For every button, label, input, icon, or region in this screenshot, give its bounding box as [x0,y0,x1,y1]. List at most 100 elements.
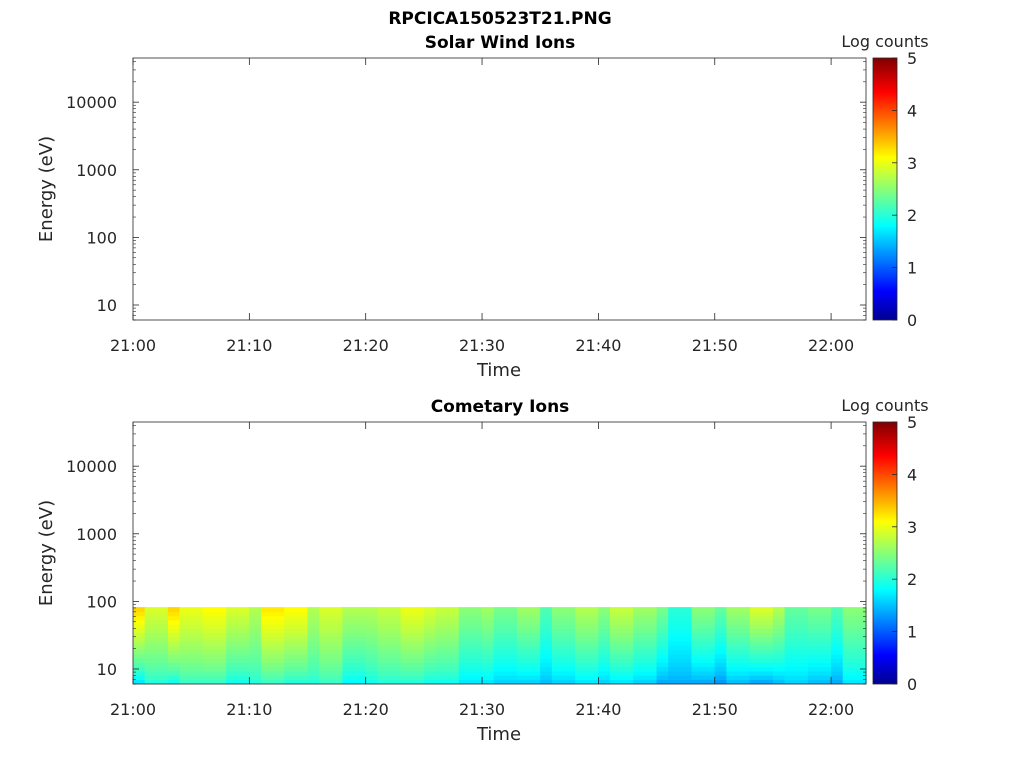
heatmap-cell [202,666,227,672]
heatmap-cell [365,679,378,685]
y-tick-label: 10 [97,296,117,315]
heatmap-cell [551,654,576,659]
heatmap-cell [540,624,553,629]
colorbar-tick-label: 4 [907,465,917,484]
heatmap-cell [784,649,809,655]
heatmap-cell [516,662,541,668]
heatmap-cell [610,619,634,625]
heatmap-cell [784,619,809,625]
heatmap-cell [319,607,344,612]
heatmap-cell [668,611,693,617]
heatmap-cell [633,679,658,685]
heatmap-cell [784,662,809,668]
heatmap-cell [540,636,553,642]
heatmap-cell [260,641,285,646]
heatmap-cell [400,632,425,638]
heatmap-cell [540,666,553,672]
heatmap-cell [726,615,751,621]
heatmap-cell [575,636,599,642]
heatmap-cell [423,645,437,651]
heatmap-cell [179,645,204,651]
heatmap-cell [807,662,832,668]
heatmap-cell [575,654,599,659]
heatmap-cell [749,607,774,612]
heatmap-cell [714,671,727,676]
heatmap-cell [598,611,611,617]
heatmap-cell [400,679,425,685]
solar-wind-x-axis-label: Time [476,360,521,381]
heatmap-cell [714,658,727,663]
heatmap-cell [167,632,181,638]
heatmap-cell [435,666,460,672]
heatmap-cell [516,675,541,680]
heatmap-cell [516,632,541,638]
heatmap-cell [656,679,669,685]
heatmap-cell [179,632,204,638]
heatmap-cell [540,619,553,625]
heatmap-cell [493,649,518,655]
heatmap-cell [691,607,716,612]
heatmap-cell [260,658,285,663]
heatmap-cell [226,636,250,642]
heatmap-cell [598,641,611,646]
heatmap-cell [691,615,716,621]
heatmap-cell [133,619,146,625]
heatmap-cell [831,666,844,672]
heatmap-cell [691,662,716,668]
heatmap-cell [179,636,204,642]
heatmap-cell [691,666,716,672]
heatmap-cell [435,641,460,646]
heatmap-cell [423,641,437,646]
heatmap-cell [610,666,634,672]
heatmap-cell [551,666,576,672]
heatmap-cell [342,632,367,638]
heatmap-cell [365,632,378,638]
heatmap-cell [668,607,693,612]
heatmap-cell [167,662,181,668]
heatmap-cell [226,658,250,663]
heatmap-cell [714,679,727,685]
heatmap-cell [342,666,367,672]
heatmap-cell [691,628,716,634]
heatmap-cell [249,645,262,651]
heatmap-cell [540,628,553,634]
heatmap-cell [365,666,378,672]
heatmap-cell [726,624,751,629]
heatmap-cell [656,624,669,629]
heatmap-cell [726,611,751,617]
heatmap-cell [656,662,669,668]
heatmap-cell [516,636,541,642]
heatmap-cell [249,675,262,680]
heatmap-cell [133,662,146,668]
heatmap-cell [249,607,262,612]
x-tick-label: 21:00 [110,700,156,719]
heatmap-cell [668,615,693,621]
heatmap-cell [202,641,227,646]
heatmap-cell [226,675,250,680]
heatmap-cell [516,658,541,663]
heatmap-cell [249,611,262,617]
heatmap-cell [144,671,169,676]
heatmap-cell [784,636,809,642]
heatmap-cell [435,658,460,663]
heatmap-cell [493,679,518,685]
heatmap-cell [319,641,344,646]
colorbar-tick-label: 4 [907,101,917,120]
heatmap-cell [551,662,576,668]
solar-wind-colorbar-frame [872,57,898,321]
heatmap-cell [179,649,204,655]
heatmap-cell [377,675,402,680]
heatmap-cell [133,641,146,646]
heatmap-cell [633,645,658,651]
heatmap-cell [458,632,483,638]
heatmap-cell [772,658,786,663]
heatmap-cell [144,654,169,659]
y-tick-label: 10000 [66,457,117,476]
heatmap-cell [307,654,320,659]
heatmap-cell [772,649,786,655]
heatmap-cell [260,675,285,680]
heatmap-cell [714,654,727,659]
heatmap-cell [772,636,786,642]
heatmap-cell [726,628,751,634]
